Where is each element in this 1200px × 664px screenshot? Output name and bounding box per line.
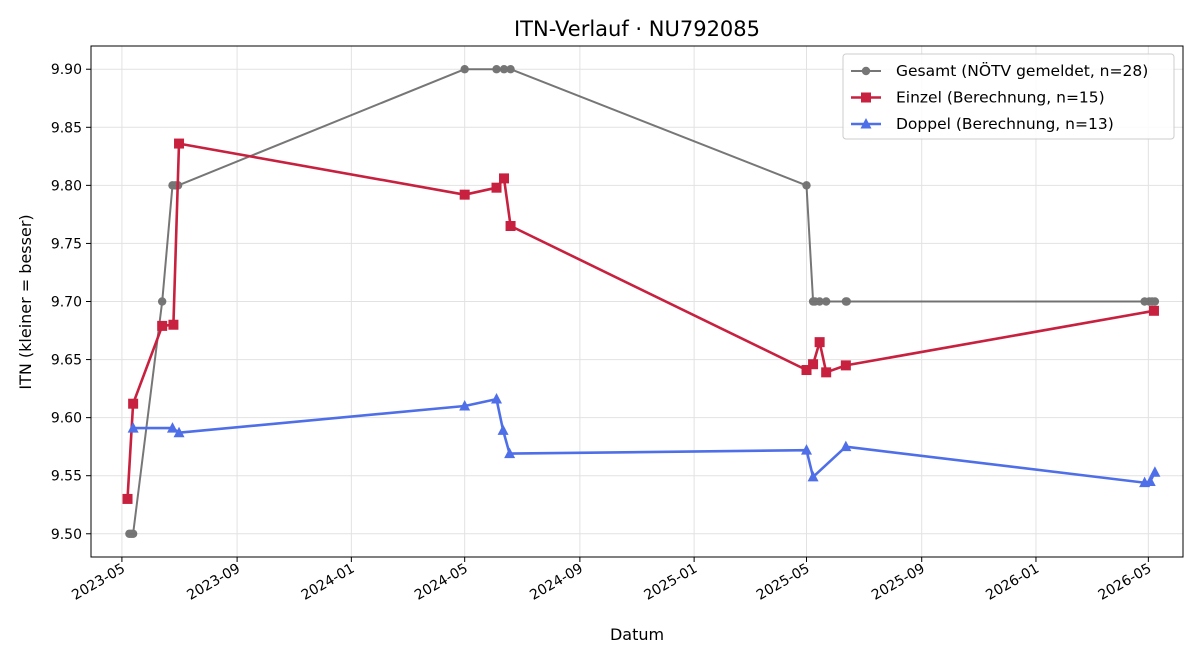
chart-title: ITN-Verlauf · NU792085 (514, 17, 760, 41)
x-tick-label: 2026-01 (983, 561, 1042, 604)
data-point (821, 367, 832, 378)
data-point (459, 400, 471, 411)
legend-marker (860, 118, 872, 129)
y-tick-label: 9.85 (51, 120, 82, 136)
data-point (506, 65, 515, 74)
x-axis-label: Datum (610, 625, 664, 644)
y-tick-label: 9.75 (51, 236, 82, 252)
grid-lines (91, 46, 1183, 557)
data-point (460, 65, 469, 74)
x-tick-label: 2024-01 (299, 561, 358, 604)
x-tick-label: 2025-09 (869, 561, 928, 604)
series-einzel (122, 138, 1159, 504)
y-tick-label: 9.90 (51, 62, 82, 78)
x-tick-label: 2026-05 (1096, 561, 1155, 604)
data-point (802, 181, 811, 190)
data-point (1149, 466, 1161, 477)
legend-item (851, 92, 881, 103)
legend-label: Doppel (Berechnung, n=13) (896, 115, 1114, 133)
x-tick-label: 2023-05 (69, 561, 128, 604)
data-point (491, 393, 503, 404)
data-point (842, 297, 851, 306)
series-line (126, 142, 1155, 499)
x-tick-label: 2025-05 (754, 561, 813, 604)
data-point (1144, 475, 1156, 487)
data-point (127, 422, 139, 433)
y-tick-label: 9.60 (51, 411, 82, 427)
data-point (173, 426, 185, 438)
data-point (1150, 297, 1160, 306)
legend-marker (861, 66, 871, 76)
data-point (840, 440, 852, 452)
data-point (492, 65, 501, 74)
legend-item (851, 118, 881, 129)
data-point (122, 493, 133, 504)
legend-label: Einzel (Berechnung, n=15) (896, 89, 1105, 107)
legend: Gesamt (NÖTV gemeldet, n=28) Einzel (Bere… (842, 53, 1175, 140)
data-point (128, 529, 138, 538)
data-point (801, 444, 813, 455)
legend-label: Gesamt (NÖTV gemeldet, n=28) (896, 61, 1148, 80)
data-point (840, 360, 851, 371)
data-point (814, 337, 825, 348)
x-tick-label: 2024-09 (527, 561, 586, 604)
y-tick-label: 9.80 (51, 178, 82, 194)
series-doppel (127, 393, 1161, 488)
x-tick-label: 2025-01 (641, 561, 700, 604)
data-point (815, 297, 824, 306)
data-point (157, 297, 167, 306)
y-tick-label: 9.65 (51, 353, 82, 369)
data-point (497, 424, 509, 435)
series-gesamt (125, 65, 1160, 538)
data-point (505, 221, 516, 232)
series-line (133, 397, 1157, 485)
data-point (491, 182, 502, 193)
data-point (157, 320, 168, 331)
data-point (808, 359, 819, 370)
legend-box (842, 53, 1175, 140)
legend-item (851, 66, 881, 76)
data-point (168, 319, 179, 330)
data-point (801, 365, 812, 376)
data-point (128, 398, 139, 409)
series-line (129, 68, 1155, 535)
data-point (504, 447, 516, 459)
y-tick-label: 9.70 (51, 295, 82, 311)
data-point (1148, 305, 1159, 316)
data-point (499, 173, 510, 184)
data-point (807, 470, 819, 482)
x-tick-label: 2023-09 (184, 561, 243, 604)
y-tick-label: 9.55 (51, 469, 82, 485)
y-axis-label: ITN (kleiner = besser) (16, 214, 35, 389)
data-point (174, 138, 185, 149)
legend-marker (861, 92, 871, 103)
x-tick-label: 2024-05 (412, 561, 471, 604)
data-point (821, 297, 831, 306)
data-point (166, 422, 178, 433)
y-tick-label: 9.50 (51, 527, 82, 543)
data-point (499, 65, 509, 74)
data-point (459, 189, 470, 200)
